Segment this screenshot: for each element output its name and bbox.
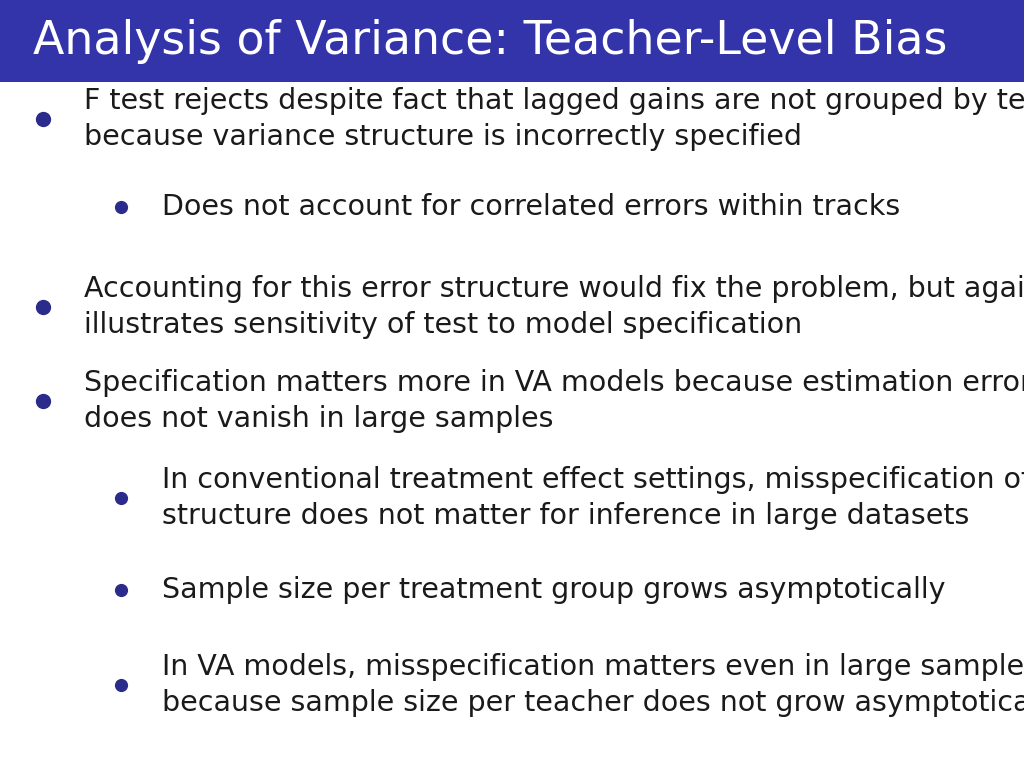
Text: Specification matters more in VA models because estimation error
does not vanish: Specification matters more in VA models … [84,369,1024,432]
Text: Analysis of Variance: Teacher-Level Bias: Analysis of Variance: Teacher-Level Bias [33,18,947,64]
Text: In conventional treatment effect settings, misspecification of error
structure d: In conventional treatment effect setting… [162,466,1024,529]
Point [113,584,129,596]
Text: F test rejects despite fact that lagged gains are not grouped by teacher
because: F test rejects despite fact that lagged … [84,88,1024,151]
Point [113,201,129,214]
Text: Does not account for correlated errors within tracks: Does not account for correlated errors w… [162,194,900,221]
Point [35,301,51,313]
Bar [0,0,1024,82]
Point [35,395,51,407]
Text: In VA models, misspecification matters even in large samples
because sample size: In VA models, misspecification matters e… [162,654,1024,717]
Text: Accounting for this error structure would fix the problem, but again
illustrates: Accounting for this error structure woul… [84,276,1024,339]
Text: Sample size per treatment group grows asymptotically: Sample size per treatment group grows as… [162,576,945,604]
Point [113,679,129,691]
Point [113,492,129,504]
Point [35,113,51,125]
